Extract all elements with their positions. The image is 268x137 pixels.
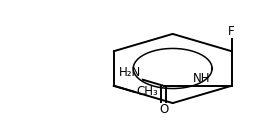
- Text: F: F: [228, 25, 235, 38]
- Text: O: O: [159, 103, 168, 116]
- Text: H₂N: H₂N: [119, 66, 142, 79]
- Text: NH: NH: [193, 72, 210, 85]
- Text: CH₃: CH₃: [136, 85, 158, 98]
